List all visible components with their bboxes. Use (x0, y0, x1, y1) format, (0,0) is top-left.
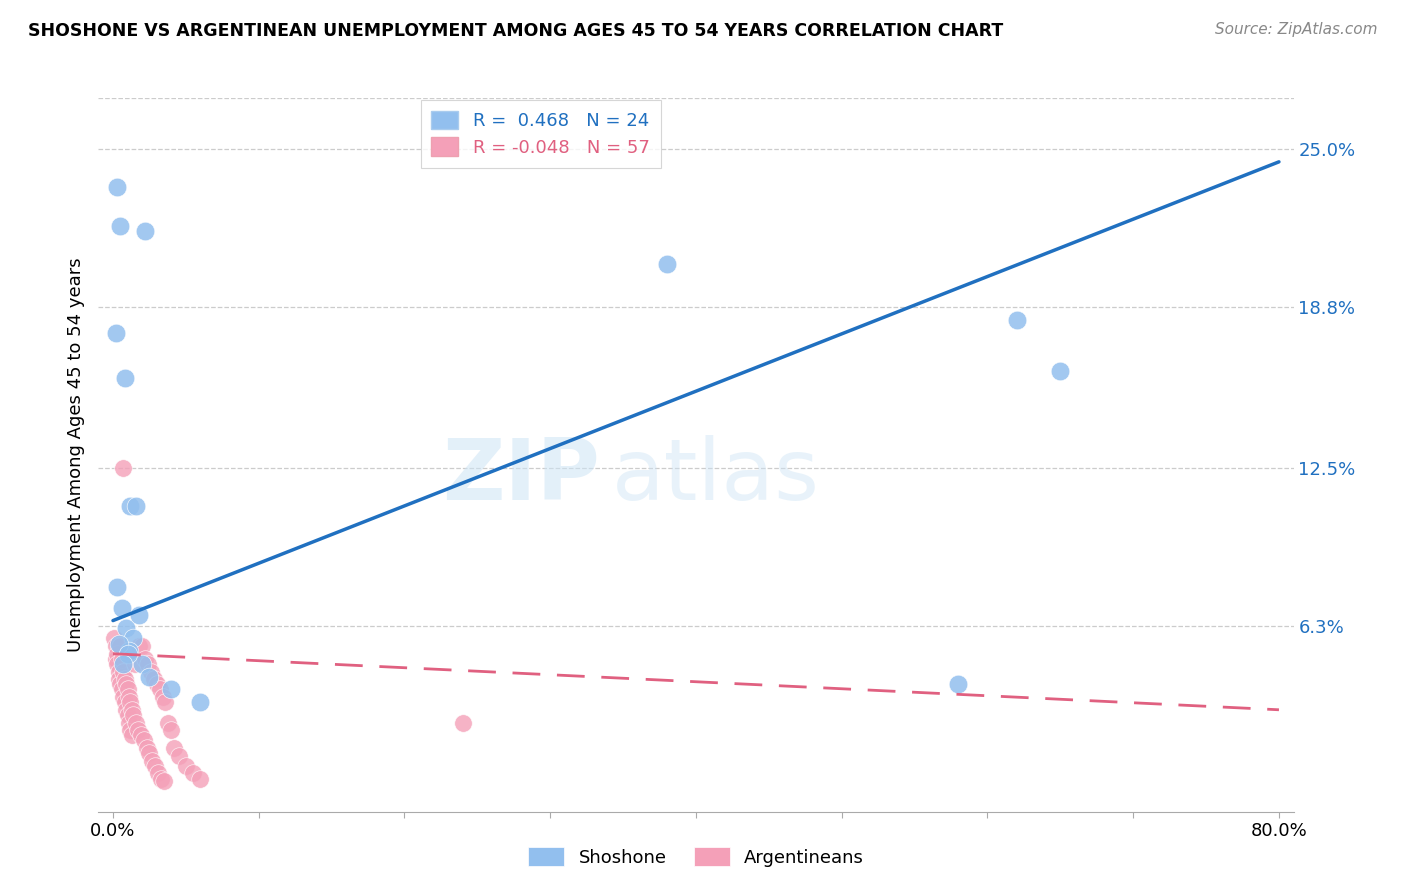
Point (167, 748, 190, 763)
Point (1049, 364, 1071, 378)
Legend: Shoshone, Argentineans: Shoshone, Argentineans (520, 840, 872, 874)
Point (110, 639, 132, 653)
Point (155, 695, 177, 709)
Point (122, 707, 145, 722)
Point (451, 715, 474, 730)
Point (124, 657, 146, 671)
Point (110, 677, 132, 691)
Point (150, 772, 173, 786)
Point (160, 682, 183, 697)
Point (115, 703, 138, 717)
Point (128, 639, 150, 653)
Point (111, 652, 134, 666)
Point (143, 759, 166, 773)
Point (104, 639, 127, 653)
Point (190, 772, 212, 786)
Point (118, 715, 141, 730)
Point (112, 460, 135, 475)
Point (125, 499, 148, 513)
Point (110, 219, 132, 233)
Point (153, 774, 176, 789)
Point (145, 677, 167, 691)
Point (111, 682, 134, 697)
Point (115, 621, 138, 635)
Point (135, 741, 157, 756)
Point (104, 326, 127, 340)
Point (108, 665, 131, 679)
Point (105, 657, 128, 671)
Point (118, 690, 141, 704)
Point (142, 672, 165, 686)
Point (121, 728, 143, 742)
Point (117, 647, 139, 661)
Point (104, 652, 127, 666)
Point (108, 636, 131, 650)
Point (148, 766, 170, 780)
Point (655, 257, 678, 271)
Point (114, 371, 136, 385)
Point (114, 672, 136, 686)
Point (129, 728, 152, 742)
Point (120, 723, 142, 738)
Text: SHOSHONE VS ARGENTINEAN UNEMPLOYMENT AMONG AGES 45 TO 54 YEARS CORRELATION CHART: SHOSHONE VS ARGENTINEAN UNEMPLOYMENT AMO… (28, 22, 1004, 40)
Point (117, 707, 139, 722)
Point (112, 657, 135, 671)
Point (152, 690, 174, 704)
Point (160, 723, 183, 738)
Point (141, 754, 163, 768)
Point (134, 652, 156, 666)
Point (127, 723, 149, 738)
Point (948, 677, 970, 691)
Point (131, 657, 153, 671)
Text: atlas: atlas (612, 434, 820, 518)
Point (115, 677, 138, 691)
Point (1005, 313, 1028, 327)
Point (128, 608, 150, 623)
Point (105, 647, 128, 661)
Point (122, 632, 145, 646)
Point (190, 695, 212, 709)
Point (105, 581, 128, 595)
Point (121, 703, 143, 717)
Point (111, 600, 134, 615)
Point (174, 759, 197, 773)
Point (114, 695, 136, 709)
Point (138, 670, 160, 684)
Point (103, 632, 125, 646)
Point (125, 715, 148, 730)
Point (181, 766, 204, 780)
Text: Source: ZipAtlas.com: Source: ZipAtlas.com (1215, 22, 1378, 37)
Point (134, 224, 156, 238)
Text: ZIP: ZIP (443, 434, 600, 518)
Y-axis label: Unemployment Among Ages 45 to 54 years: Unemployment Among Ages 45 to 54 years (66, 258, 84, 652)
Point (120, 499, 142, 513)
Point (157, 715, 180, 730)
Point (132, 733, 155, 747)
Point (112, 665, 135, 679)
Point (108, 672, 131, 686)
Point (139, 665, 162, 679)
Point (117, 682, 139, 697)
Point (138, 746, 160, 760)
Point (149, 682, 172, 697)
Point (118, 644, 141, 658)
Point (120, 695, 142, 709)
Point (131, 639, 153, 653)
Point (112, 690, 135, 704)
Point (105, 180, 128, 194)
Point (136, 657, 159, 671)
Point (163, 741, 186, 756)
